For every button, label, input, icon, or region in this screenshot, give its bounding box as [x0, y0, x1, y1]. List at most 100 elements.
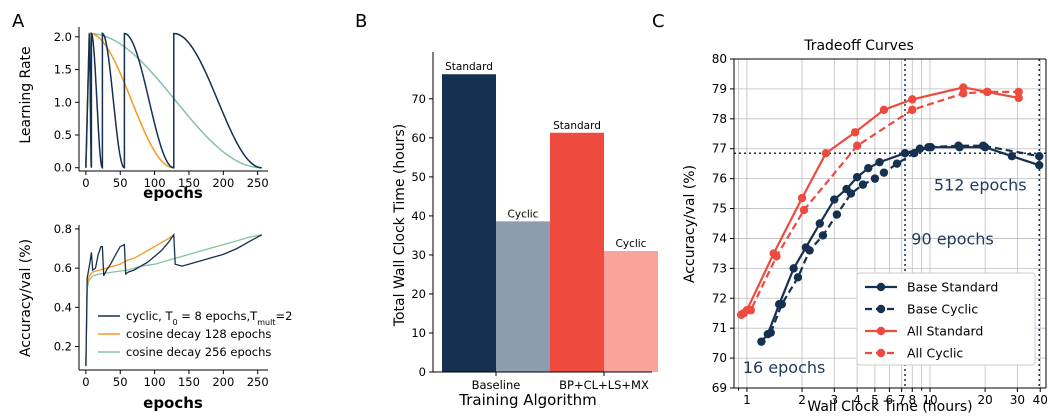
x-tick-label: 150	[178, 375, 200, 389]
x-tick-label: 7	[898, 393, 906, 407]
data-point	[772, 252, 781, 261]
data-point	[879, 105, 889, 115]
x-tick-label: 10	[922, 393, 937, 407]
x-tick-label: 1	[743, 393, 751, 407]
series-line-base-standard	[760, 146, 1040, 343]
y-tick-label: 79	[712, 82, 727, 96]
data-point	[982, 87, 992, 97]
y-tick-label: 72	[712, 291, 727, 305]
bar-bp-cyclic	[604, 251, 658, 372]
lr-x-label: epochs	[143, 184, 203, 202]
data-point	[864, 163, 873, 173]
bar-label: Cyclic	[508, 208, 539, 220]
data-point	[739, 309, 748, 318]
x-tick-label: 4	[853, 393, 861, 407]
acc-line-cyclic	[85, 232, 263, 367]
lr-plot-area	[85, 31, 262, 169]
tradeoff-title: Tradeoff Curves	[803, 38, 914, 54]
data-point	[789, 264, 798, 273]
legend-label: All Cyclic	[907, 346, 963, 361]
bar-label: Standard	[553, 120, 601, 132]
x-tick-label: 30	[1010, 393, 1025, 407]
data-point	[799, 205, 809, 215]
data-point	[818, 231, 828, 240]
x-tick-label: 100	[144, 375, 166, 389]
y-tick-label: 2.0	[54, 30, 72, 44]
tradeoff-x-label: Wall Clock Time (hours)	[807, 399, 972, 415]
data-point	[1007, 152, 1017, 161]
y-tick-label: 70	[712, 351, 727, 365]
data-point	[1014, 87, 1023, 97]
y-tick-label: 78	[712, 112, 727, 126]
epochs-annotation: 16 epochs	[743, 358, 826, 377]
data-point	[797, 193, 807, 203]
legend-label: All Standard	[907, 324, 983, 339]
acc-y-label: Accuracy/val (%)	[18, 239, 34, 357]
legend-label-cos128: cosine decay 128 epochs	[126, 327, 271, 341]
data-point	[924, 143, 933, 152]
data-point	[908, 105, 917, 115]
bar-plot-area: Standard Cyclic Standard Cyclic	[442, 61, 658, 373]
data-point	[910, 149, 919, 158]
x-tick-label: 50	[113, 375, 128, 389]
y-tick-label: 70	[411, 92, 426, 106]
data-point	[959, 83, 968, 92]
epochs-annotation: 512 epochs	[934, 176, 1027, 195]
x-tick-label: 150	[178, 176, 200, 190]
y-tick-label: 1.0	[54, 95, 72, 109]
legend-label-cyclic: cyclic, T0 = 8 epochs,Tmult=2	[126, 309, 292, 327]
bar-bp-standard	[550, 132, 604, 372]
legend-marker	[876, 304, 886, 314]
x-tick-label: 6	[886, 393, 894, 407]
acc-legend: cyclic, T0 = 8 epochs,Tmult=2 cosine dec…	[98, 309, 292, 359]
panel-label-a: A	[12, 11, 25, 32]
epochs-annotation: 90 epochs	[911, 229, 994, 248]
bar-baseline-cyclic	[496, 221, 550, 372]
x-tick-label: 3	[830, 393, 838, 407]
y-tick-label: 80	[712, 52, 727, 66]
y-tick-label: 77	[712, 142, 727, 156]
panel-label-b: B	[355, 11, 367, 32]
y-tick-label: 75	[712, 202, 727, 216]
data-point	[959, 89, 968, 98]
acc-line-cos256	[85, 234, 262, 367]
y-tick-label: 0	[419, 365, 426, 379]
y-tick-label: 40	[411, 209, 426, 223]
data-point	[757, 337, 766, 346]
x-tick-label: 200	[212, 375, 234, 389]
data-point	[879, 168, 889, 177]
bar-y-label: Total Wall Clock Time (hours)	[392, 124, 408, 327]
y-tick-label: 1.5	[54, 63, 72, 77]
y-tick-label: 0.2	[54, 339, 72, 353]
lr-chart: 0 50 100 150 200 250 0.0 0.5 1.0 1.5 2.0 Learning …	[18, 27, 269, 202]
bar-x-label: Training Algorithm	[458, 391, 596, 409]
series-line-base-cyclic	[769, 144, 1040, 334]
acc-axes: 0 50 100 150 200 250 0.2 0.4 0.6 0.8	[54, 222, 269, 389]
y-tick-label: 60	[411, 131, 426, 145]
y-tick-label: 74	[712, 231, 727, 245]
data-point	[815, 219, 824, 228]
bar-axes: 0 10 20 30 40 50 60 70 Baseline BP+CL+LS+MX	[411, 52, 652, 392]
tradeoff-y-label: Accuracy/val (%)	[682, 165, 698, 283]
legend-marker	[876, 326, 886, 336]
data-point	[832, 210, 842, 219]
data-point	[846, 189, 856, 198]
legend-marker	[876, 348, 886, 358]
acc-line-cos128	[85, 234, 175, 367]
data-point	[875, 157, 884, 167]
lr-y-label: Learning Rate	[18, 46, 34, 143]
y-tick-label: 0.5	[54, 128, 72, 142]
y-tick-label: 73	[712, 261, 727, 275]
y-tick-label: 10	[411, 326, 426, 340]
y-tick-label: 30	[411, 248, 426, 262]
data-point	[805, 246, 814, 255]
bar-chart: Standard Cyclic Standard Cyclic 0 10 20 30 40 50…	[392, 52, 658, 409]
data-point	[978, 141, 988, 150]
lr-axes: 0 50 100 150 200 250 0.0 0.5 1.0 1.5 2.0	[54, 27, 269, 190]
data-point	[852, 141, 862, 150]
y-tick-label: 0.0	[54, 161, 72, 175]
y-tick-label: 50	[411, 170, 426, 184]
data-point	[870, 174, 880, 183]
x-tick-label: 250	[247, 375, 269, 389]
